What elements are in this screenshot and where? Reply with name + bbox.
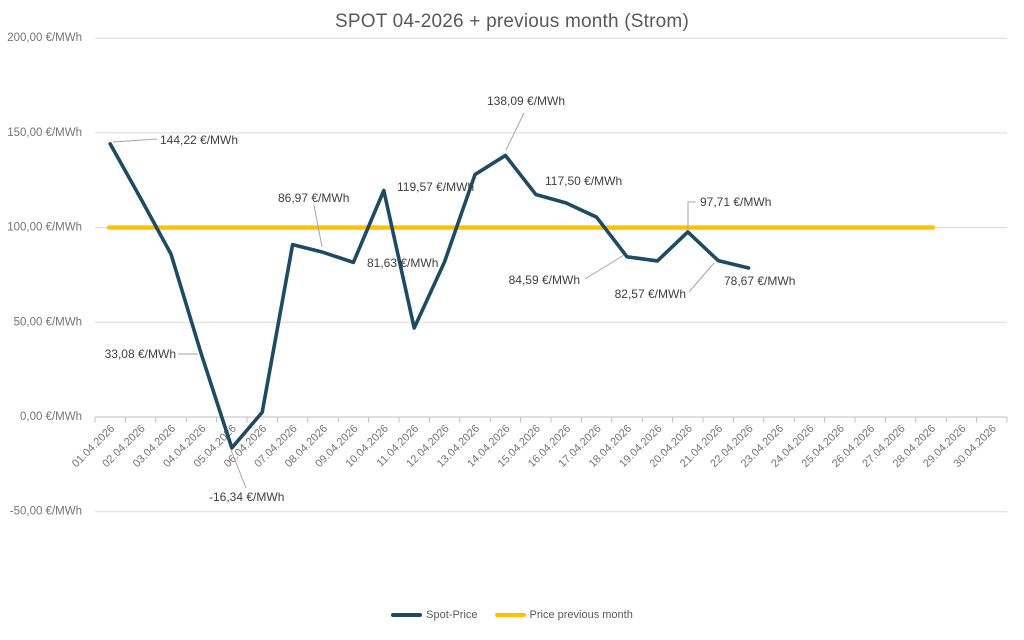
data-label-leader-21.04.2026 xyxy=(688,262,715,293)
legend-label-spot-price: Spot-Price xyxy=(426,609,478,621)
spot-price-line-sample xyxy=(391,613,423,617)
y-axis-label--50: -50,00 €/MWh xyxy=(10,506,82,518)
legend: Spot-Price Price previous month xyxy=(0,609,1024,621)
data-label-09.04.2026: 81,63 €/MWh xyxy=(367,256,438,270)
data-label-22.04.2026: 78,67 €/MWh xyxy=(724,274,795,288)
data-label-05.04.2026: -16,34 €/MWh xyxy=(209,490,284,504)
data-label-leader-01.04.2026 xyxy=(112,138,158,143)
data-label-leader-08.04.2026 xyxy=(313,204,323,248)
legend-item-spot-price[interactable]: Spot-Price xyxy=(391,609,478,621)
y-axis-label-200: 200,00 €/MWh xyxy=(7,32,82,44)
data-label-04.04.2026: 33,08 €/MWh xyxy=(105,347,176,361)
data-label-14.04.2026: 138,09 €/MWh xyxy=(487,94,565,108)
data-label-10.04.2026: 119,57 €/MWh xyxy=(397,180,474,194)
data-label-21.04.2026: 82,57 €/MWh xyxy=(615,287,686,301)
spot-price-line[interactable] xyxy=(108,142,751,450)
data-label-15.04.2026: 117,50 €/MWh xyxy=(545,174,622,188)
data-label-18.04.2026: 84,59 €/MWh xyxy=(509,273,580,287)
data-label-leader-05.04.2026 xyxy=(230,449,247,489)
legend-label-price-previous-month: Price previous month xyxy=(529,609,633,621)
data-label-01.04.2026: 144,22 €/MWh xyxy=(160,133,238,147)
y-axis-label-0: 0,00 €/MWh xyxy=(20,411,82,423)
chart-title: SPOT 04-2026 + previous month (Strom) xyxy=(335,11,689,32)
y-axis-label-100: 100,00 €/MWh xyxy=(7,222,82,234)
data-label-leader-14.04.2026 xyxy=(505,112,525,151)
data-label-20.04.2026: 97,71 €/MWh xyxy=(700,195,771,209)
legend-item-price-previous-month[interactable]: Price previous month xyxy=(494,609,633,621)
price-previous-month-line-sample xyxy=(494,613,526,617)
y-axis-label-50: 50,00 €/MWh xyxy=(14,316,82,328)
y-axis-label-150: 150,00 €/MWh xyxy=(7,127,82,139)
data-label-leader-18.04.2026 xyxy=(584,254,625,280)
data-label-08.04.2026: 86,97 €/MWh xyxy=(278,191,349,205)
data-label-leader-20.04.2026 xyxy=(687,201,696,229)
